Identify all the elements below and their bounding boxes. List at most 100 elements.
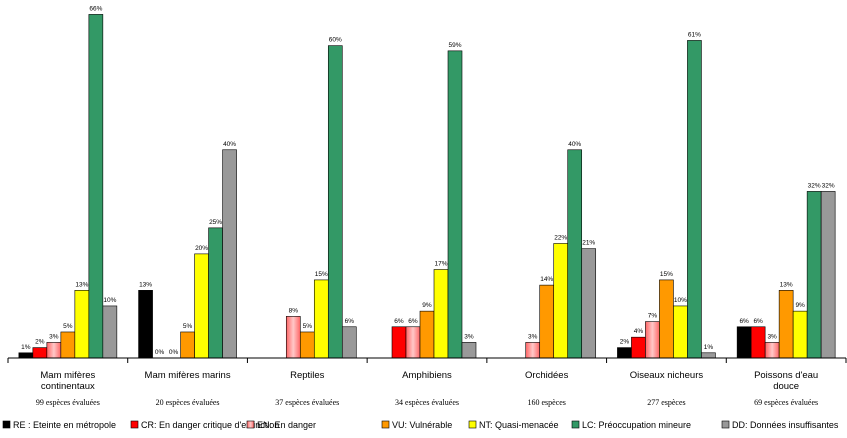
value-label-3-2: 6% [408,318,418,325]
bar-2-3 [299,331,315,359]
legend-label-1: CR: En danger critique d'extinction [141,420,279,430]
value-label-5-3: 15% [660,271,673,278]
value-label-5-6: 1% [704,344,714,351]
value-label-6-3: 13% [780,281,793,288]
value-label-0-3: 5% [63,323,73,330]
legend-label-0: RE : Eteinte en métropole [13,420,116,430]
value-label-3-1: 6% [394,318,404,325]
value-label-6-1: 6% [753,318,763,325]
category-label-3-0: Amphibiens [402,370,452,381]
legend-label-6: DD: Données insuffisantes [732,420,839,430]
value-label-1-6: 40% [223,141,236,148]
value-label-6-5: 32% [808,182,821,189]
x-axis [7,357,847,363]
bar-5-3 [659,279,674,359]
value-label-3-4: 17% [434,261,447,268]
legend-label-3: VU: Vulnérable [392,420,452,430]
category-subtitle-2: 37 espèces évaluées [275,398,339,407]
value-label-6-0: 6% [739,318,749,325]
value-label-3-6: 3% [464,333,474,340]
bar-0-4 [74,290,90,359]
bar-1-0 [138,290,153,359]
bar-3-4 [433,269,449,359]
value-label-6-6: 32% [822,182,835,189]
bar-0-5 [88,14,104,359]
legend-swatch-4 [468,420,477,429]
legend-swatch-0 [2,420,11,429]
value-label-3-5: 59% [448,42,461,49]
category-label-5-0: Oiseaux nicheurs [630,370,704,381]
bar-3-5 [447,50,463,359]
bars-layer [18,14,836,359]
value-labels-layer: 1% 2% 3% 5% 13% 66% 10% 13% 0% 5% 20% 25% 40% 8% 5% 15%… [21,5,835,356]
bar-1-5 [208,227,223,359]
bar-1-4 [194,253,209,359]
legend-swatch-1 [130,420,139,429]
category-subtitle-6: 69 espèces évaluées [754,398,818,407]
bar-5-4 [673,305,688,359]
bar-4-4 [553,243,569,359]
value-label-1-5: 25% [209,219,222,226]
category-label-0-1: continentaux [41,381,95,392]
bar-6-4 [792,310,808,359]
category-subtitle-4: 160 espèces [527,398,565,407]
value-label-3-3: 9% [422,302,432,309]
value-label-4-5: 40% [568,141,581,148]
legend-label-4: NT: Quasi-menacée [479,420,559,430]
bar-6-0 [736,326,752,359]
bar-4-3 [539,284,555,359]
bar-4-6 [581,248,597,359]
category-label-1-0: Mam mifères marins [145,370,231,381]
value-label-1-0: 13% [139,281,152,288]
bar-0-3 [60,331,76,359]
bar-6-6 [820,191,836,359]
value-label-4-6: 21% [582,240,595,247]
bar-2-5 [327,45,343,359]
value-label-0-2: 3% [49,333,59,340]
category-label-0-0: Mam mifères [40,370,95,381]
legend-swatch-5 [571,420,580,429]
bar-3-2 [405,326,421,359]
bar-1-3 [180,331,195,359]
category-subtitle-3: 34 espèces évaluées [395,398,459,407]
value-label-4-4: 22% [554,234,567,241]
bar-0-6 [102,305,118,359]
bar-5-0 [617,347,632,359]
bar-6-2 [764,342,780,359]
legend-swatch-6 [721,420,730,429]
extra-value-label-0: 0% [155,349,165,356]
bar-5-1 [631,336,646,359]
category-label-6-1: douce [773,381,799,392]
bar-4-2 [525,342,541,359]
value-label-1-4: 20% [195,245,208,252]
category-label-4-0: Orchidées [525,370,569,381]
value-label-5-0: 2% [620,339,630,346]
legend-label-5: LC: Préoccupation mineure [582,420,691,430]
value-label-4-2: 3% [528,333,538,340]
value-label-2-2: 8% [289,307,299,314]
value-label-5-5: 61% [688,31,701,38]
bar-6-5 [806,191,822,359]
value-label-0-0: 1% [21,344,31,351]
bar-2-2 [285,316,301,359]
value-label-2-3: 5% [303,323,313,330]
value-label-4-3: 14% [540,276,553,283]
value-label-2-4: 15% [315,271,328,278]
value-label-2-6: 6% [345,318,355,325]
bar-5-6 [701,352,716,359]
bar-3-6 [461,342,477,359]
category-label-2-0: Reptiles [290,370,325,381]
value-label-5-2: 7% [648,313,658,320]
value-label-2-5: 60% [329,37,342,44]
category-subtitle-1: 20 espèces évaluées [156,398,220,407]
category-subtitle-5: 277 espèces [647,398,685,407]
legend-swatch-2 [246,420,255,429]
bar-1-6 [222,149,237,359]
value-label-0-1: 2% [35,339,45,346]
bar-0-1 [32,347,48,359]
legend-label-2: EN: En danger [257,420,316,430]
bar-5-2 [645,321,660,359]
bar-3-1 [391,326,407,359]
